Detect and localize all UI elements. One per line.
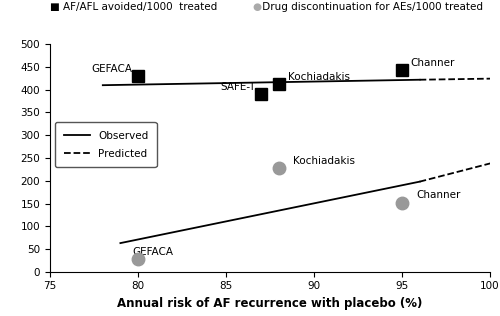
Text: ■ AF/AFL avoided/1000  treated   ● Drug discontinuation for AEs/1000 treated: ■ AF/AFL avoided/1000 treated ● Drug dis… xyxy=(0,315,1,316)
Text: ■: ■ xyxy=(0,315,1,316)
Text: SAFE-T: SAFE-T xyxy=(220,82,256,92)
Text: ▯/AFL avoided/1000  treated: ▯/AFL avoided/1000 treated xyxy=(0,315,1,316)
X-axis label: Annual risk of AF recurrence with placebo (%): Annual risk of AF recurrence with placeb… xyxy=(118,297,422,310)
Text: GEFACA: GEFACA xyxy=(132,247,173,257)
Text: ●: ● xyxy=(252,2,262,12)
Text: GEFACA: GEFACA xyxy=(92,64,132,74)
Text: ■ AF/AFL avoided/1000  treated: ■ AF/AFL avoided/1000 treated xyxy=(0,315,1,316)
Text: ■ AF/AFL avoided/1000  treated: ■ AF/AFL avoided/1000 treated xyxy=(50,2,227,12)
Text: Drug discontinuation for AEs/1000 treated: Drug discontinuation for AEs/1000 treate… xyxy=(0,315,1,316)
Text: Kochiadakis: Kochiadakis xyxy=(293,156,355,166)
Text: Kochiadakis: Kochiadakis xyxy=(288,72,350,82)
Text: Channer: Channer xyxy=(411,58,455,68)
Legend: Observed, Predicted: Observed, Predicted xyxy=(55,122,156,167)
Text: Drug discontinuation for AEs/1000 treated: Drug discontinuation for AEs/1000 treate… xyxy=(259,2,483,12)
Text: ● Drug discontinuation for AEs/1000 treated: ● Drug discontinuation for AEs/1000 trea… xyxy=(0,315,1,316)
Text: Channer: Channer xyxy=(416,190,461,200)
Text: ● Drug discontinuation for AEs/1000 treated: ● Drug discontinuation for AEs/1000 trea… xyxy=(0,315,1,316)
